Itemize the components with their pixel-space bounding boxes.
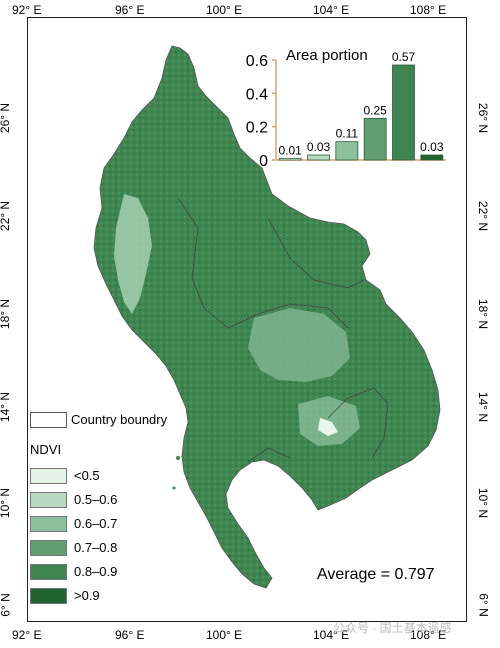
left-tick-18: 18° N — [0, 299, 13, 330]
legend-class-label: 0.7–0.8 — [74, 540, 118, 555]
right-tick-6: 6° N — [476, 593, 491, 617]
island-2 — [172, 486, 176, 490]
legend-class-label: 0.6–0.7 — [74, 516, 118, 531]
legend-title: NDVI — [30, 442, 62, 457]
island-1 — [176, 456, 180, 460]
average-label: Average = 0.797 — [317, 566, 435, 583]
top-tick-92: 92° E — [12, 3, 42, 17]
left-tick-6: 6° N — [0, 593, 13, 617]
chart-y-tick-label: 0.2 — [246, 120, 268, 137]
region-land-svg — [93, 45, 441, 589]
right-tick-22: 22° N — [476, 200, 491, 232]
bottom-tick-96: 96° E — [115, 628, 145, 642]
chart-bar-value-label: 0.01 — [278, 143, 302, 157]
legend-class-label: 0.8–0.9 — [74, 564, 118, 579]
chart-bar — [392, 64, 415, 161]
chart-bar — [278, 157, 302, 161]
bottom-tick-104: 104° E — [313, 628, 350, 642]
legend-class-label: <0.5 — [74, 468, 100, 483]
legend-class-label: >0.9 — [74, 588, 100, 603]
legend-class-swatch — [30, 468, 67, 484]
country-boundaries — [177, 197, 389, 463]
chart-bar-value-label: 0.57 — [392, 50, 416, 64]
low-ndvi-thailand — [248, 308, 350, 382]
top-tick-100: 100° E — [206, 3, 243, 17]
right-tick-26: 26° N — [476, 102, 491, 134]
chart-bar — [335, 141, 359, 161]
legend-class-swatch — [30, 588, 67, 604]
left-tick-22: 22° N — [0, 201, 13, 232]
tonle-sap-lake — [318, 418, 338, 436]
left-tick-14: 14° N — [0, 392, 13, 423]
island-3 — [302, 486, 306, 490]
top-tick-108: 108° E — [410, 3, 447, 17]
right-tick-10: 10° N — [476, 487, 491, 519]
left-tick-10: 10° N — [0, 488, 13, 519]
left-tick-26: 26° N — [0, 103, 13, 134]
chart-bar-value-label: 0.25 — [363, 103, 387, 117]
watermark: 公众号 · 国土基本遥感 — [333, 621, 452, 635]
chart-bar — [420, 154, 444, 161]
chart-y-tick-label: 0 — [259, 153, 268, 168]
area-portion-chart: 0 0.2 0.4 0.6 Area portion 0.01 0.03 0.11 0.25 0.… — [246, 47, 446, 170]
chart-y-tick-label: 0.4 — [246, 86, 268, 103]
legend-class-swatch — [30, 516, 67, 532]
bottom-tick-108: 108° E — [410, 628, 447, 642]
legend-class-swatch — [30, 564, 67, 580]
legend-boundary-swatch — [30, 412, 67, 428]
chart-bar-value-label: 0.03 — [420, 140, 444, 154]
chart-bar — [307, 154, 330, 161]
legend-class-label: 0.5–0.6 — [74, 492, 118, 507]
chart-bar-value-label: 0.11 — [336, 127, 359, 141]
legend-class-swatch — [30, 492, 67, 508]
low-ndvi-myanmar — [114, 194, 152, 314]
right-tick-18: 18° N — [476, 298, 491, 330]
chart-bar-value-label: 0.03 — [307, 140, 331, 154]
bottom-tick-92: 92° E — [12, 628, 42, 642]
legend-class-swatch — [30, 540, 67, 556]
right-tick-14: 14° N — [476, 391, 491, 423]
top-tick-96: 96° E — [115, 3, 145, 17]
area-portion-inset: 0 0.2 0.4 0.6 Area portion 0.01 0.03 0.11 0.25 0.… — [230, 36, 460, 170]
legend-boundary-label: Country boundry — [71, 412, 168, 427]
chart-bar — [363, 117, 387, 161]
top-tick-104: 104° E — [313, 3, 350, 17]
chart-title: Area portion — [286, 47, 368, 64]
bottom-tick-100: 100° E — [206, 628, 243, 642]
chart-y-tick-label: 0.6 — [246, 53, 268, 70]
